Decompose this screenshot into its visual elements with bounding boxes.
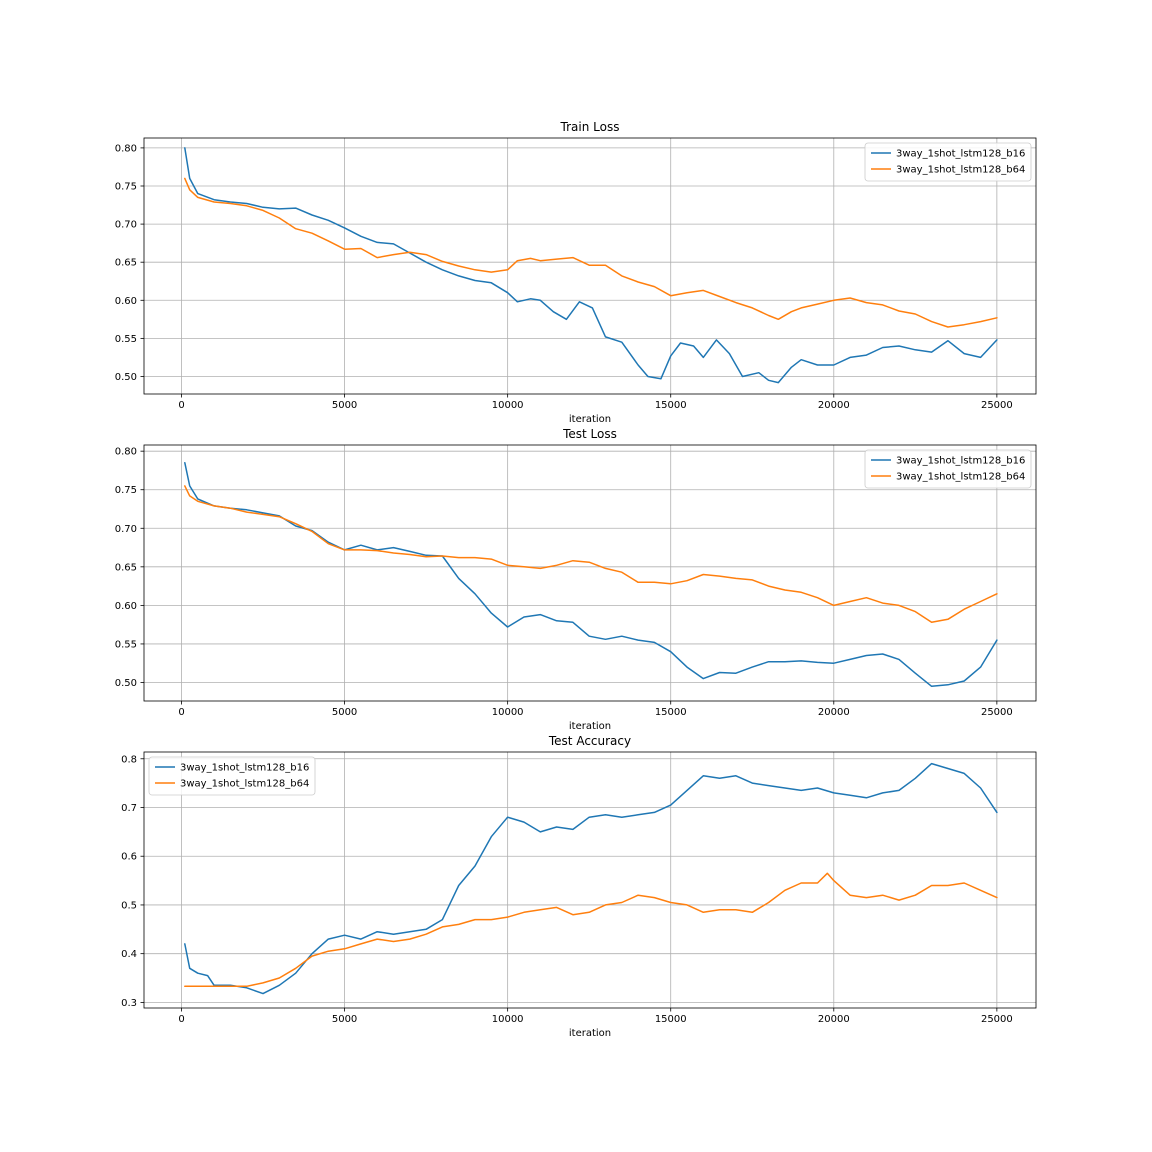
x-tick-label: 0 — [178, 707, 184, 718]
x-tick-label: 20000 — [818, 1014, 850, 1025]
legend-label-b16: 3way_1shot_lstm128_b16 — [896, 456, 1025, 467]
x-tick-label: 15000 — [655, 1014, 687, 1025]
chart-2: 0 5000 10000 15000 20000 25000 0.50 0.55 0.60 0.6… — [115, 427, 1037, 732]
chart-3: 0 5000 10000 15000 20000 25000 0.3 0.4 0.5 0.6 0.7… — [121, 734, 1037, 1039]
y-tick-label: 0.50 — [115, 372, 137, 383]
legend-box — [864, 142, 1032, 182]
y-tick-label: 0.75 — [115, 182, 137, 193]
legend: 3way_1shot_lstm128_b16 3way_1shot_lstm128… — [148, 756, 316, 796]
y-tick-label: 0.80 — [115, 143, 137, 154]
axes-frame — [143, 137, 1037, 395]
x-tick-label: 10000 — [492, 707, 524, 718]
x-tick-label: 20000 — [818, 400, 850, 411]
axes-frame — [143, 751, 1037, 1009]
y-tick-label: 0.50 — [115, 678, 137, 689]
series-line-b64 — [184, 177, 998, 328]
series-line-b64 — [184, 872, 998, 988]
y-tick-label: 0.8 — [121, 754, 137, 765]
y-tick-label: 0.75 — [115, 485, 137, 496]
y-tick-label: 0.65 — [115, 562, 137, 573]
x-tick-label: 15000 — [655, 400, 687, 411]
legend-box — [864, 449, 1032, 489]
chart-title: Train Loss — [560, 120, 620, 134]
y-tick-label: 0.4 — [121, 949, 137, 960]
x-tick-label: 15000 — [655, 707, 687, 718]
x-axis-label: iteration — [569, 721, 611, 732]
chart-title: Test Accuracy — [548, 734, 631, 748]
y-tick-label: 0.55 — [115, 639, 137, 650]
legend: 3way_1shot_lstm128_b16 3way_1shot_lstm128… — [864, 449, 1032, 489]
series-line-b16 — [184, 762, 998, 995]
x-axis-label: iteration — [569, 414, 611, 425]
x-tick-label: 5000 — [332, 400, 357, 411]
x-tick-label: 0 — [178, 400, 184, 411]
x-tick-label: 10000 — [492, 1014, 524, 1025]
x-tick-label: 10000 — [492, 400, 524, 411]
legend-label-b16: 3way_1shot_lstm128_b16 — [180, 763, 309, 774]
legend-label-b64: 3way_1shot_lstm128_b64 — [180, 779, 309, 790]
y-tick-label: 0.6 — [121, 852, 137, 863]
y-tick-label: 0.55 — [115, 334, 137, 345]
legend-label-b16: 3way_1shot_lstm128_b16 — [896, 149, 1025, 160]
legend: 3way_1shot_lstm128_b16 3way_1shot_lstm128… — [864, 142, 1032, 182]
y-tick-label: 0.7 — [121, 803, 137, 814]
legend-label-b64: 3way_1shot_lstm128_b64 — [896, 165, 1025, 176]
series-line-b16 — [184, 147, 998, 384]
chart-1: 0 5000 10000 15000 20000 25000 0.50 0.55 0.60 0.6… — [115, 120, 1037, 425]
x-tick-label: 5000 — [332, 1014, 357, 1025]
x-tick-label: 5000 — [332, 707, 357, 718]
x-tick-label: 25000 — [981, 1014, 1013, 1025]
y-tick-label: 0.70 — [115, 220, 137, 231]
y-tick-label: 0.65 — [115, 258, 137, 269]
axes-frame — [143, 444, 1037, 702]
y-tick-label: 0.70 — [115, 524, 137, 535]
y-tick-label: 0.60 — [115, 296, 137, 307]
x-tick-label: 25000 — [981, 707, 1013, 718]
x-tick-label: 0 — [178, 1014, 184, 1025]
y-tick-label: 0.5 — [121, 900, 137, 911]
chart-title: Test Loss — [562, 427, 617, 441]
legend-label-b64: 3way_1shot_lstm128_b64 — [896, 472, 1025, 483]
y-tick-label: 0.60 — [115, 601, 137, 612]
y-tick-label: 0.80 — [115, 447, 137, 458]
x-tick-label: 25000 — [981, 400, 1013, 411]
series-line-b64 — [184, 485, 998, 624]
y-tick-label: 0.3 — [121, 998, 137, 1009]
legend-box — [148, 756, 316, 796]
x-tick-label: 20000 — [818, 707, 850, 718]
x-axis-label: iteration — [569, 1028, 611, 1039]
